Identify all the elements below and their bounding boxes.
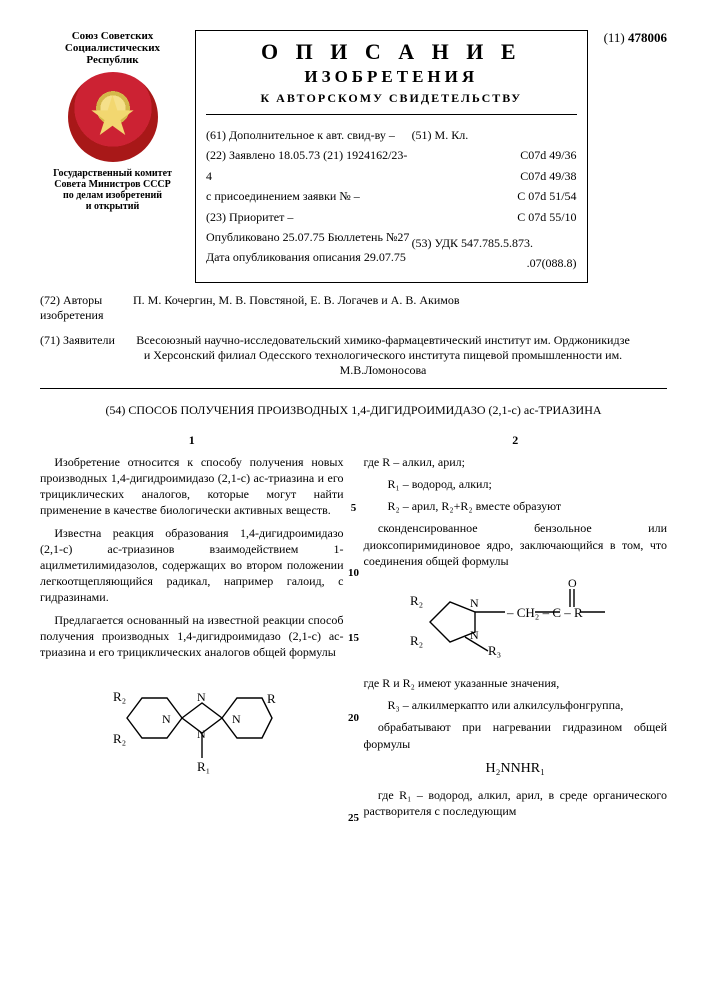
committee-line: Совета Министров СССР bbox=[40, 179, 185, 190]
line-number: 10 bbox=[348, 567, 359, 579]
class-code: C 07d 51/54 bbox=[412, 186, 577, 206]
svg-text:R₂: R₂ bbox=[410, 593, 423, 608]
column-2: 2 где R – алкил, арил; R₁ – водород, алк… bbox=[364, 432, 668, 825]
class-code: C 07d 55/10 bbox=[412, 207, 577, 227]
paragraph: Изобретение относится к способу получени… bbox=[40, 454, 344, 519]
country-line: Социалистических bbox=[40, 42, 185, 54]
biblio-block: (61) Дополнительное к авт. свид-ву – (22… bbox=[206, 125, 577, 274]
paragraph: Предлагается основанный на известной реа… bbox=[40, 612, 344, 661]
committee-line: по делам изобретений bbox=[40, 190, 185, 201]
country-line: Республик bbox=[40, 54, 185, 66]
line-number: 15 bbox=[348, 632, 359, 644]
line-number: 5 bbox=[351, 502, 357, 514]
where-line: где R и R₂ имеют указанные значения, bbox=[364, 675, 668, 691]
applicant-block: (71) Заявители Всесоюзный научно-исследо… bbox=[40, 333, 667, 378]
authors-block: (72) Авторы изобретения П. М. Кочергин, … bbox=[40, 293, 667, 323]
svg-text:N: N bbox=[197, 690, 206, 704]
biblio-line: (22) Заявлено 18.05.73 (21) 1924162/23-4 bbox=[206, 145, 412, 186]
svg-text:R₂: R₂ bbox=[113, 689, 126, 704]
where-line: где R – алкил, арил; bbox=[364, 454, 668, 470]
invention-title: (54) СПОСОБ ПОЛУЧЕНИЯ ПРОИЗВОДНЫХ 1,4-ДИ… bbox=[40, 403, 667, 418]
line-number: 20 bbox=[348, 712, 359, 724]
svg-text:N: N bbox=[232, 712, 241, 726]
class-label: (51) М. Кл. bbox=[412, 125, 577, 145]
where-line: R₂ – арил, R₂+R₂ вместе образуют bbox=[364, 498, 668, 514]
where-line: R₃ – алкилмеркапто или алкилсульфонгрупп… bbox=[364, 697, 668, 713]
udk-line: (53) УДК 547.785.5.873. bbox=[412, 233, 577, 253]
applicant-label: (71) Заявители bbox=[40, 333, 130, 348]
column-1: 1 Изобретение относится к способу получе… bbox=[40, 432, 344, 825]
svg-text:R₁: R₁ bbox=[197, 759, 210, 774]
biblio-line: Опубликовано 25.07.75 Бюллетень №27 bbox=[206, 227, 412, 247]
chemical-formula: H₂NNHR₁ bbox=[364, 760, 668, 779]
committee-line: и открытий bbox=[40, 201, 185, 212]
svg-text:R₂: R₂ bbox=[113, 731, 126, 746]
svg-text:O: O bbox=[568, 577, 577, 590]
authors-text: П. М. Кочергин, М. В. Повстяной, Е. В. Л… bbox=[133, 293, 460, 307]
svg-text:N: N bbox=[162, 712, 171, 726]
udk-line: .07(088.8) bbox=[412, 253, 577, 273]
biblio-line: с присоединением заявки № – bbox=[206, 186, 412, 206]
chemical-structure-2: R₂ R₂ N N – CH₂ – C – R O R₃ bbox=[364, 577, 668, 667]
authors-label: (72) Авторы изобретения bbox=[40, 293, 130, 323]
committee-block: Государственный комитет Совета Министров… bbox=[40, 168, 185, 212]
country-line: Союз Советских bbox=[40, 30, 185, 42]
biblio-line: (23) Приоритет – bbox=[206, 207, 412, 227]
doc-subtitle: ИЗОБРЕТЕНИЯ bbox=[206, 67, 577, 87]
biblio-line: Дата опубликования описания 29.07.75 bbox=[206, 247, 412, 267]
issuer-block: Союз Советских Социалистических Республи… bbox=[40, 30, 185, 212]
paragraph: сконденсированное бензольное или диоксоп… bbox=[364, 520, 668, 569]
paragraph: Известна реакция образования 1,4-дигидро… bbox=[40, 525, 344, 606]
patent-number: (11) 478006 bbox=[598, 30, 667, 46]
line-number: 25 bbox=[348, 812, 359, 824]
svg-text:N: N bbox=[470, 628, 479, 642]
class-code: C07d 49/36 bbox=[412, 145, 577, 165]
svg-text:N: N bbox=[470, 596, 479, 610]
num-value: 478006 bbox=[628, 30, 667, 45]
num-label: (11) bbox=[604, 30, 625, 45]
header-row: Союз Советских Социалистических Республи… bbox=[40, 30, 667, 283]
svg-text:N: N bbox=[197, 727, 206, 741]
svg-text:R₃: R₃ bbox=[488, 643, 501, 658]
col-number: 2 bbox=[364, 432, 668, 448]
col-number: 1 bbox=[40, 432, 344, 448]
divider bbox=[206, 114, 577, 115]
paragraph: обрабатывают при нагревании гидразином о… bbox=[364, 719, 668, 751]
applicant-text: Всесоюзный научно-исследовательский хими… bbox=[133, 333, 633, 378]
biblio-line: (61) Дополнительное к авт. свид-ву – bbox=[206, 125, 412, 145]
title-block: О П И С А Н И Е ИЗОБРЕТЕНИЯ К АВТОРСКОМУ… bbox=[195, 30, 588, 283]
body-columns: 1 Изобретение относится к способу получе… bbox=[40, 432, 667, 825]
title-column: О П И С А Н И Е ИЗОБРЕТЕНИЯ К АВТОРСКОМУ… bbox=[195, 30, 588, 283]
svg-text:R₂: R₂ bbox=[410, 633, 423, 648]
svg-text:R: R bbox=[267, 691, 276, 706]
committee-line: Государственный комитет bbox=[40, 168, 185, 179]
chemical-structure-1: R₂ R₂ R R₁ N N N N bbox=[40, 668, 344, 778]
doc-subtitle2: К АВТОРСКОМУ СВИДЕТЕЛЬСТВУ bbox=[206, 91, 577, 106]
divider bbox=[40, 388, 667, 389]
class-code: C07d 49/38 bbox=[412, 166, 577, 186]
doc-title: О П И С А Н И Е bbox=[206, 39, 577, 65]
svg-text:– CH₂ – C – R: – CH₂ – C – R bbox=[506, 605, 583, 620]
where-line: R₁ – водород, алкил; bbox=[364, 476, 668, 492]
paragraph: где R₁ – водород, алкил, арил, в среде о… bbox=[364, 787, 668, 819]
state-emblem-icon bbox=[68, 72, 158, 162]
